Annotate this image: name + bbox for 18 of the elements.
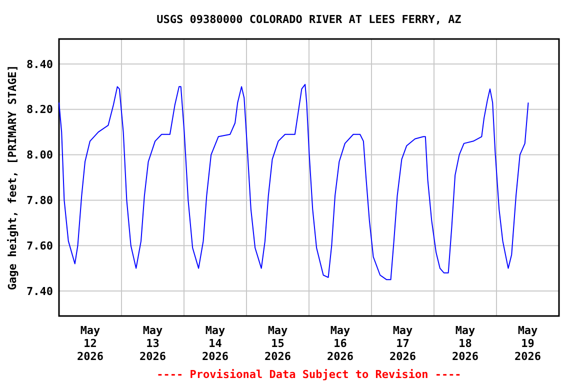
y-axis-title: Gage height, feet, [PRIMARY STAGE] — [6, 64, 19, 290]
y-tick-label: 7.40 — [26, 284, 53, 298]
x-tick-label: May 14 2026 — [202, 324, 229, 363]
y-tick-label: 7.60 — [26, 239, 53, 252]
x-tick-label: May 15 2026 — [264, 324, 292, 363]
x-tick-label: May 18 2026 — [452, 324, 479, 363]
x-tick-label: May 12 2026 — [77, 324, 104, 363]
y-tick-label: 8.00 — [26, 148, 53, 162]
x-tick-label: May 13 2026 — [140, 324, 166, 363]
y-tick-label: 8.20 — [26, 103, 53, 116]
x-tick-label: May 17 2026 — [390, 324, 416, 363]
x-tick-label: May 16 2026 — [327, 324, 354, 363]
text: ---- Provisional Data Subject to Revision ---- — [156, 368, 462, 381]
chart-title: USGS 09380000 COLORADO RIVER AT LEES FERRY, AZ — [156, 13, 462, 26]
y-tick-label: 8.40 — [26, 58, 53, 71]
line-series — [58, 84, 529, 280]
y-tick-label: 7.80 — [26, 194, 53, 208]
x-tick-label: May 19 2026 — [514, 324, 542, 363]
